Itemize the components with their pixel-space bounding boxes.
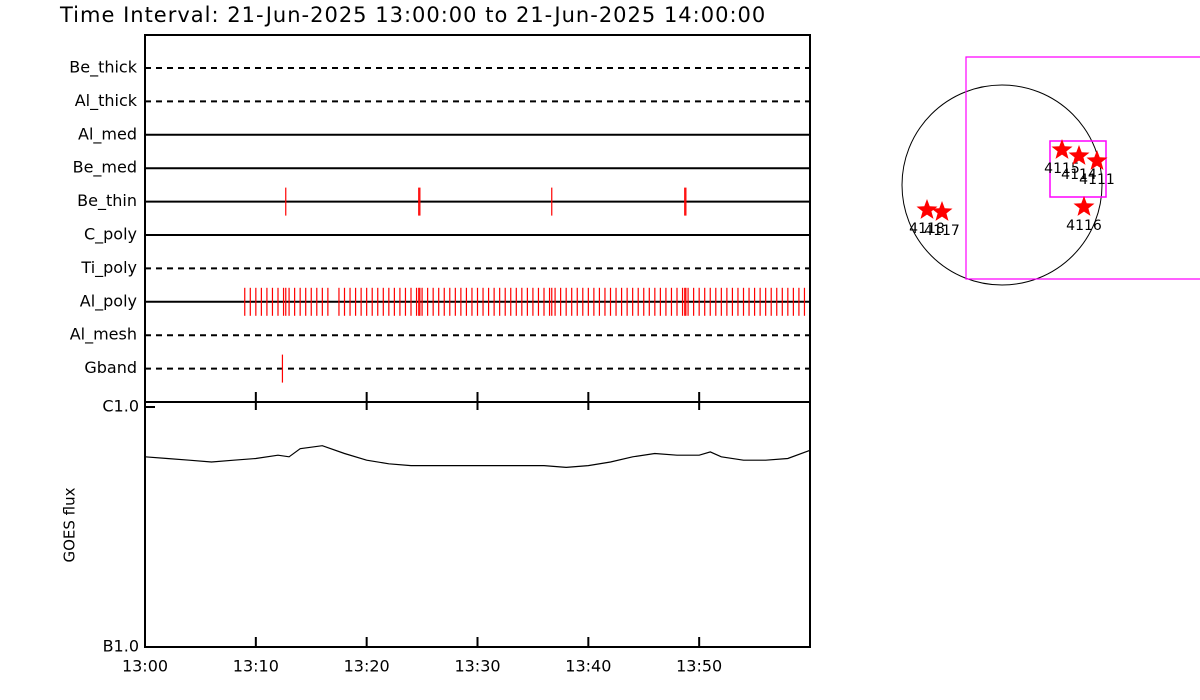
region-star bbox=[931, 201, 953, 221]
row-label: C_poly bbox=[84, 225, 137, 245]
solar-disk bbox=[901, 84, 1103, 286]
region-label: 4118 bbox=[909, 221, 945, 237]
chart-title: Time Interval: 21-Jun-2025 13:00:00 to 2… bbox=[59, 3, 766, 27]
row-label: Be_thick bbox=[69, 58, 137, 78]
region-star bbox=[1073, 196, 1095, 216]
region-star bbox=[1051, 139, 1073, 159]
row-label: Al_poly bbox=[80, 291, 137, 311]
goes-curve bbox=[144, 445, 811, 469]
row-label: Gband bbox=[84, 358, 137, 377]
row-label: Al_mesh bbox=[70, 325, 137, 345]
panel-frame bbox=[144, 401, 811, 648]
row-label: Al_thick bbox=[75, 91, 138, 111]
region-label: 4117 bbox=[924, 223, 960, 239]
panel-frame bbox=[144, 34, 811, 403]
fov-box bbox=[965, 56, 1200, 280]
region-star bbox=[916, 199, 938, 219]
x-tick-label: 13:00 bbox=[122, 657, 168, 676]
y-tick-label: B1.0 bbox=[103, 637, 139, 656]
region-label: 4114 bbox=[1061, 167, 1097, 183]
row-label: Ti_poly bbox=[80, 258, 137, 278]
y-axis-label: GOES flux bbox=[61, 487, 79, 562]
x-tick-label: 13:50 bbox=[676, 657, 722, 676]
fov-box bbox=[1049, 140, 1107, 198]
region-label: 4115 bbox=[1044, 161, 1080, 177]
x-tick-label: 13:10 bbox=[233, 657, 279, 676]
region-label: 4116 bbox=[1066, 218, 1102, 234]
row-label: Be_med bbox=[73, 158, 137, 178]
row-label: Be_thin bbox=[77, 191, 137, 211]
x-tick-label: 13:40 bbox=[565, 657, 611, 676]
row-label: Al_med bbox=[78, 124, 137, 144]
region-label: 4111 bbox=[1079, 172, 1115, 188]
y-tick-label: C1.0 bbox=[102, 397, 139, 416]
region-star bbox=[1086, 150, 1108, 170]
x-tick-label: 13:20 bbox=[344, 657, 390, 676]
region-star bbox=[1068, 145, 1090, 165]
x-tick-label: 13:30 bbox=[454, 657, 500, 676]
